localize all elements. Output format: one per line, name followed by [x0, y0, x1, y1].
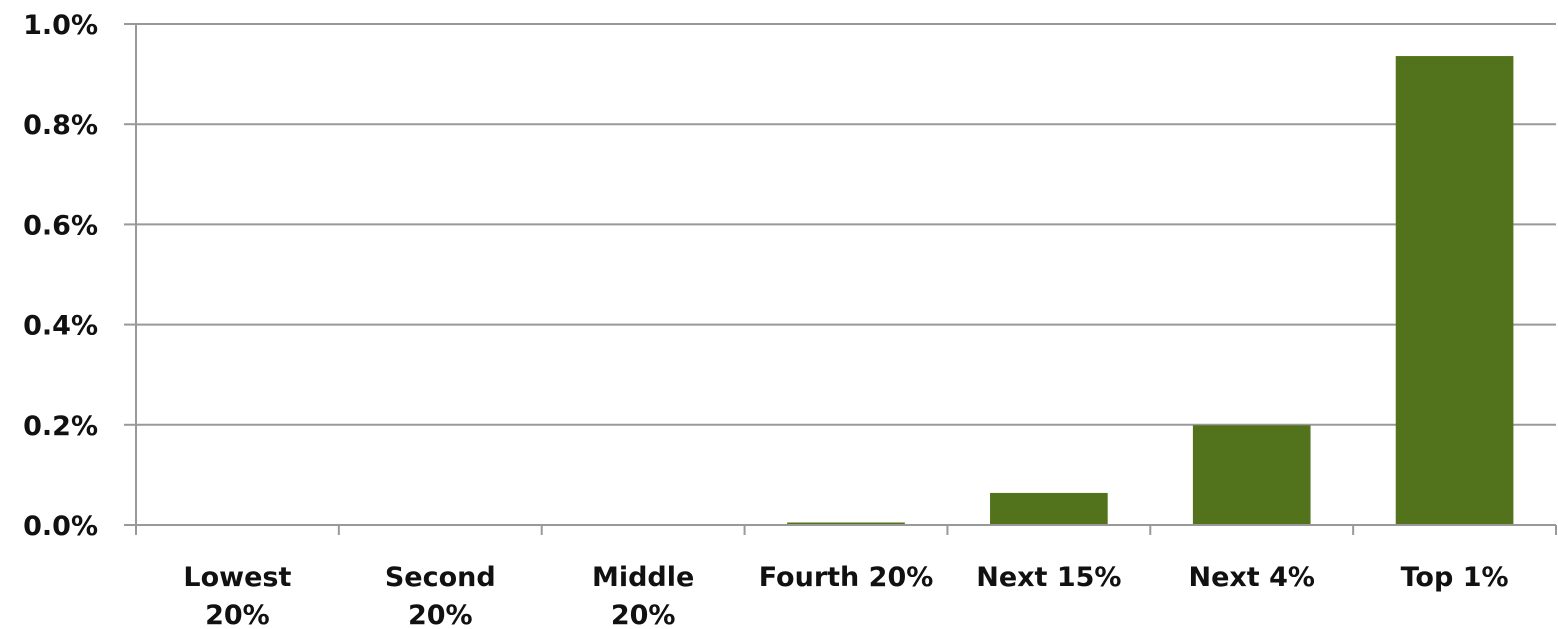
x-tick-label: 20%	[611, 600, 676, 629]
x-tick-label: 20%	[408, 600, 473, 629]
bar	[787, 522, 905, 525]
x-tick-label: Middle	[592, 562, 694, 593]
bar	[1395, 56, 1514, 526]
axes	[124, 23, 1557, 535]
x-tick-label: Lowest	[183, 562, 291, 593]
bar	[990, 492, 1108, 525]
bar	[1192, 425, 1311, 525]
x-tick-label: Top 1%	[1401, 562, 1509, 593]
gridlines	[136, 23, 1556, 426]
x-tick-label: Second	[385, 562, 496, 593]
x-tick-label: Fourth 20%	[759, 562, 934, 593]
tick-labels: 0.0% 0.2% 0.4% 0.6% 0.8% 1.0% Lowest 20% Second 2…	[23, 10, 1508, 629]
y-tick-label: 0.2%	[23, 411, 98, 442]
x-tick-label: Next 15%	[976, 562, 1121, 593]
y-tick-label: 1.0%	[23, 10, 98, 41]
y-tick-label: 0.0%	[23, 511, 98, 542]
x-tick-label: 20%	[205, 600, 270, 629]
y-tick-label: 0.4%	[23, 311, 98, 342]
y-tick-label: 0.6%	[23, 210, 98, 241]
bars	[787, 56, 1514, 526]
y-tick-label: 0.8%	[23, 110, 98, 141]
x-tick-label: Next 4%	[1188, 562, 1314, 593]
